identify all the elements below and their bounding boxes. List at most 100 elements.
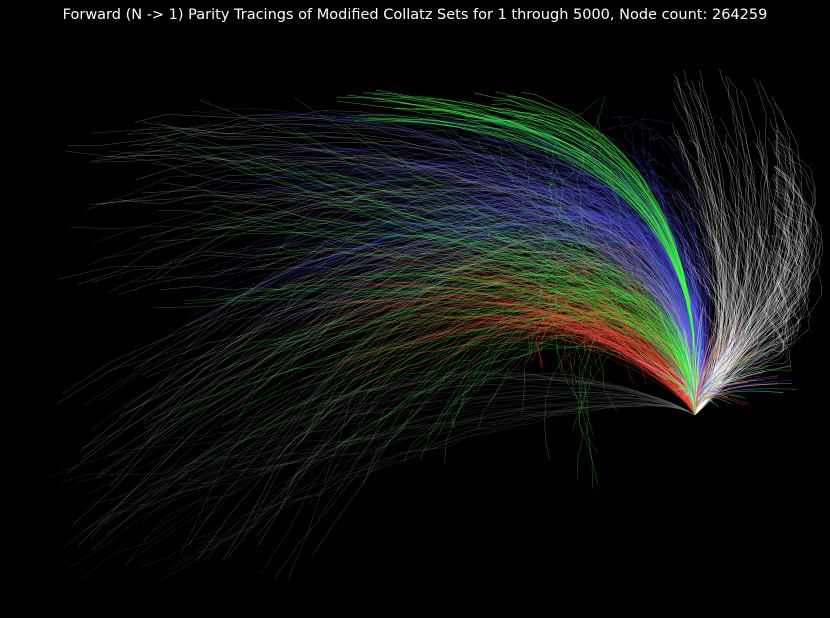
trace-outer [143,279,696,424]
trace-white-fringe [694,245,727,416]
trace-green [335,173,696,416]
trace-outer [280,232,698,499]
trace-white-fringe [694,80,727,416]
trace-lower [203,397,696,562]
trace-blue [290,235,702,416]
trace-outer [211,251,696,416]
trace-blue [435,143,696,416]
trace-green [473,285,696,416]
trace-blue [347,170,699,416]
trace-blue [539,231,702,416]
trace-outer [135,149,696,416]
trace-blue [582,170,698,416]
trace-outer [278,179,696,416]
trace-outer [61,223,697,416]
trace-blue [471,212,704,416]
trace-outer [129,127,696,416]
trace-green [541,298,696,416]
trace-blue [208,107,696,416]
trace-green [385,174,696,416]
trace-lower [158,378,696,512]
trace-green [389,308,696,431]
trace-blue [603,196,698,416]
trace-red [375,315,696,416]
trace-outer [312,227,698,416]
trace-green [519,154,696,416]
trace-outer [299,207,697,416]
trace-outer [211,181,698,416]
trace-green [567,240,696,416]
trace-blue [549,218,696,416]
trace-outer [128,122,696,416]
trace-lower [166,405,696,570]
trace-outer [259,240,696,476]
trace-lower [178,391,696,563]
trace-green [369,286,696,416]
trace-outer [285,187,696,416]
trace-lower [197,404,696,544]
trace-outer [88,164,696,416]
trace-green [425,330,696,451]
trace-core [694,371,765,416]
trace-red [571,268,696,416]
trace-red [307,297,696,416]
trace-outer [106,262,696,535]
trace-outer [134,114,697,416]
trace-blue [317,123,706,416]
trace-blue [227,138,697,416]
trace-blue [295,137,708,416]
trace-red [438,275,696,416]
trace-green [190,309,697,416]
trace-red [358,294,696,416]
trace-lower [183,384,696,472]
trace-red [567,265,696,416]
trace-red [565,320,696,416]
trace-outer [146,271,696,416]
trace-white-fringe [694,145,741,416]
trace-blue [413,161,697,416]
trace-green [259,235,696,416]
trace-outer [187,201,697,416]
trace-blue [208,179,702,416]
trace-green [431,219,697,416]
trace-red [499,262,696,416]
trace-outer [188,233,696,546]
trace-red [343,326,696,416]
trace-red [448,265,696,416]
trace-green [478,309,696,428]
trace-blue [542,183,697,416]
trace-green [427,273,696,416]
trace-blue [542,161,701,416]
trace-green [594,114,696,416]
trace-outer [240,191,696,416]
trace-blue [337,169,697,416]
trace-green [290,316,696,416]
trace-blue [549,211,697,416]
trace-red [426,295,696,416]
trace-blue [416,137,699,416]
trace-green [325,175,697,416]
trace-green [242,160,696,416]
trace-green [216,222,696,416]
trace-outer [241,287,696,443]
trace-outer [156,177,697,416]
trace-white-fringe [694,253,799,416]
trace-outer [118,186,696,416]
trace-blue [306,208,700,416]
trace-red [570,269,696,416]
trace-outer [104,289,696,525]
trace-white-fringe [694,262,753,416]
trace-outer [246,247,696,416]
trace-red [392,271,696,416]
trace-lower [180,402,696,484]
trace-green [549,168,697,416]
trace-blue [566,170,700,416]
trace-blue [189,228,698,416]
trace-blue [642,228,696,416]
trace-green [420,311,696,460]
trace-green [362,160,696,416]
trace-red [401,248,696,416]
trace-lower [89,401,696,526]
trace-blue [201,221,696,416]
trace-red [323,284,696,416]
